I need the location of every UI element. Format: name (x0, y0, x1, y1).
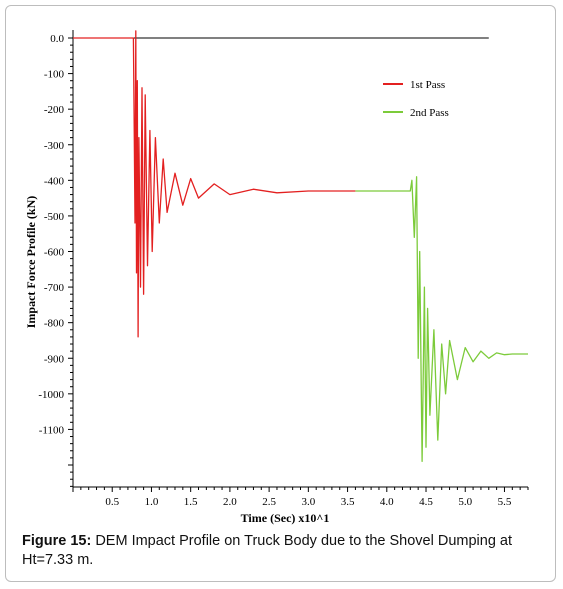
x-tick-label: 4.5 (419, 496, 433, 508)
y-tick-label: -200 (44, 104, 65, 116)
series-layer (73, 30, 528, 463)
y-tick-label: -400 (44, 175, 65, 187)
series-line-2 (355, 176, 528, 463)
y-tick-label: -500 (44, 211, 65, 223)
y-tick-label: 0.0 (50, 33, 64, 45)
x-tick-label: 2.5 (262, 496, 276, 508)
x-tick-label: 1.0 (145, 496, 159, 508)
figure-caption: Figure 15: DEM Impact Profile on Truck B… (22, 532, 547, 570)
y-tick-label: -1000 (38, 389, 64, 401)
x-tick-label: 0.5 (105, 496, 119, 508)
x-tick-label: 3.0 (301, 496, 315, 508)
legend-label-2: 2nd Pass (410, 107, 449, 119)
x-tick-label: 4.0 (380, 496, 394, 508)
x-axis: 0.5 1.0 1.5 2.0 2.5 3.0 3.5 4.0 4.5 5.0 5.5 (72, 486, 529, 508)
x-tick-label: 1.5 (184, 496, 198, 508)
figure-frame (5, 5, 556, 582)
legend: 1st Pass 2nd Pass (383, 79, 449, 119)
y-tick-label: -300 (44, 140, 65, 152)
y-axis: 0.0 -100 -200 -300 -400 -500 -600 -700 -800 -900 -… (38, 30, 74, 487)
x-axis-title: Time (Sec) x10^1 (241, 511, 330, 525)
y-axis-title: Impact Force Profile (kN) (24, 196, 38, 329)
caption-text: DEM Impact Profile on Truck Body due to … (22, 533, 513, 568)
y-tick-label: -100 (44, 69, 65, 81)
caption-label: Figure 15: (22, 533, 92, 549)
x-tick-label: 5.0 (458, 496, 472, 508)
y-tick-label: -900 (44, 353, 65, 365)
x-tick-label: 5.5 (498, 496, 512, 508)
series-line-1 (73, 30, 356, 338)
x-tick-label: 2.0 (223, 496, 237, 508)
y-tick-label: -800 (44, 318, 65, 330)
y-tick-label: -700 (44, 282, 65, 294)
y-tick-label: -600 (44, 247, 65, 259)
chart: 0.0 -100 -200 -300 -400 -500 -600 -700 -800 -900 -… (24, 30, 529, 525)
y-tick-label: -1100 (39, 424, 65, 436)
legend-label-1: 1st Pass (410, 79, 445, 91)
x-tick-label: 3.5 (341, 496, 355, 508)
